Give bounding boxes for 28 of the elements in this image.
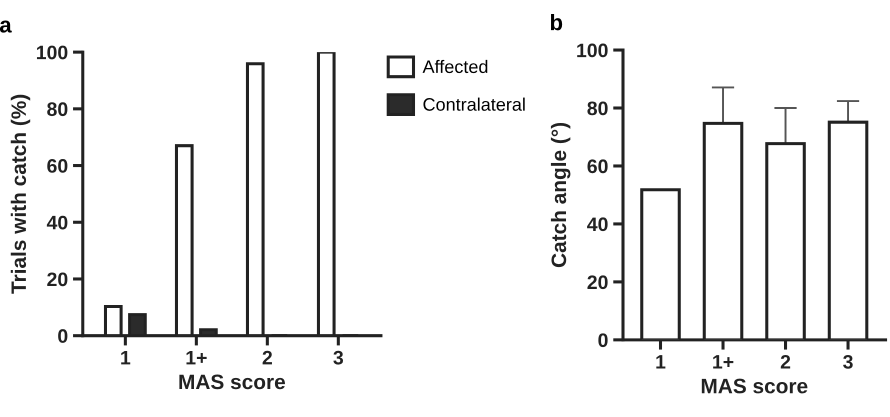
x-axis-title: MAS score — [702, 378, 808, 394]
x-tick-label: 1 — [121, 350, 130, 364]
x-tick-label: 3 — [843, 354, 853, 369]
chart-title: a — [0, 20, 12, 33]
y-tick-label: 60 — [588, 159, 608, 174]
x-tick-label: 1+ — [713, 355, 734, 369]
y-tick-label: 60 — [47, 159, 68, 173]
x-tick-label: 1+ — [186, 350, 207, 364]
y-tick-label: 100 — [36, 46, 68, 60]
y-tick-label: 80 — [587, 101, 608, 116]
y-tick-label: 0 — [58, 329, 68, 343]
y-axis-title: Catch angle (°) — [550, 122, 570, 268]
y-tick-label: 0 — [598, 333, 608, 348]
legend-label: Affected — [422, 60, 488, 74]
chart-title: b — [550, 14, 562, 30]
y-axis-title: Trials with catch (%) — [10, 94, 30, 294]
x-tick-label: 2 — [780, 354, 790, 369]
y-tick-label: 20 — [47, 272, 68, 286]
y-tick-label: 100 — [577, 44, 608, 58]
x-tick-label: 3 — [333, 350, 344, 365]
x-tick-label: 2 — [262, 350, 272, 364]
x-axis-title: MAS score — [179, 374, 285, 390]
y-tick-label: 80 — [47, 102, 68, 116]
y-tick-label: 40 — [46, 216, 68, 230]
y-tick-label: 20 — [587, 275, 608, 290]
legend-label: Contralateral — [423, 98, 525, 111]
x-tick-label: 1 — [656, 355, 666, 369]
y-tick-label: 40 — [587, 217, 608, 232]
